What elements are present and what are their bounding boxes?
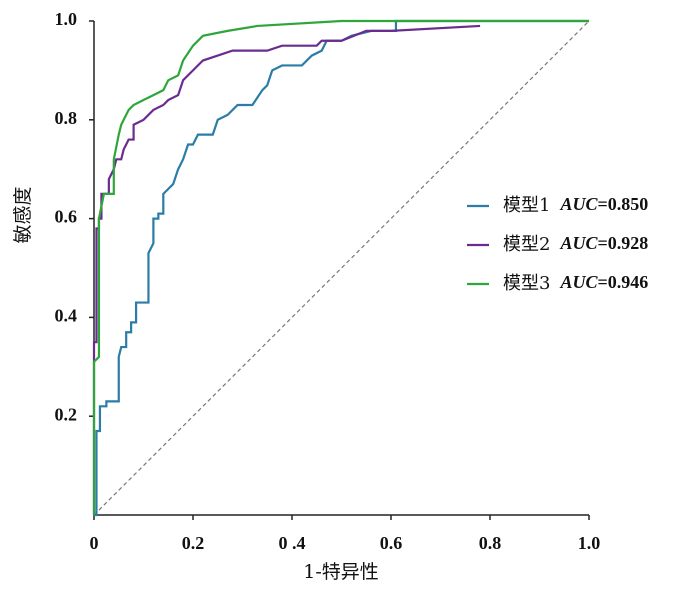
- x-tick-label: 1.0: [578, 533, 601, 553]
- legend-label: 模型1 AUC=0.850: [503, 194, 648, 216]
- legend-auc-value: =0.928: [597, 233, 648, 253]
- x-tick-label: 0: [90, 533, 99, 553]
- legend-label: 模型2 AUC=0.928: [503, 233, 648, 255]
- legend-auc-value: =0.946: [597, 272, 648, 292]
- x-tick-label: 0.8: [479, 533, 502, 553]
- roc-curve: [94, 19, 589, 517]
- legend-auc-value: =0.850: [597, 194, 648, 214]
- x-tick-label: 0 .4: [279, 533, 306, 553]
- roc-curve: [92, 24, 481, 515]
- y-tick-label: 0.4: [55, 306, 78, 326]
- roc-curve: [92, 19, 589, 515]
- y-tick-label: 1.0: [55, 9, 78, 29]
- x-tick-label: 0.6: [380, 533, 403, 553]
- x-axis-label: 1-特异性: [303, 561, 379, 583]
- legend-name: 模型2: [503, 234, 550, 255]
- legend-name: 模型1: [503, 195, 550, 216]
- legend-auc-name: AUC: [559, 194, 598, 214]
- reference-line: [93, 20, 590, 516]
- y-tick-label: 0.6: [55, 207, 78, 227]
- y-tick-label: 0.8: [55, 108, 78, 128]
- y-axis-label: 敏感度: [12, 186, 34, 243]
- legend-auc-name: AUC: [559, 233, 598, 253]
- legend-auc-name: AUC: [559, 272, 598, 292]
- legend-name: 模型3: [503, 273, 550, 294]
- legend-label: 模型3 AUC=0.946: [503, 272, 648, 294]
- x-tick-label: 0.2: [182, 533, 205, 553]
- y-tick-label: 0.2: [55, 404, 78, 424]
